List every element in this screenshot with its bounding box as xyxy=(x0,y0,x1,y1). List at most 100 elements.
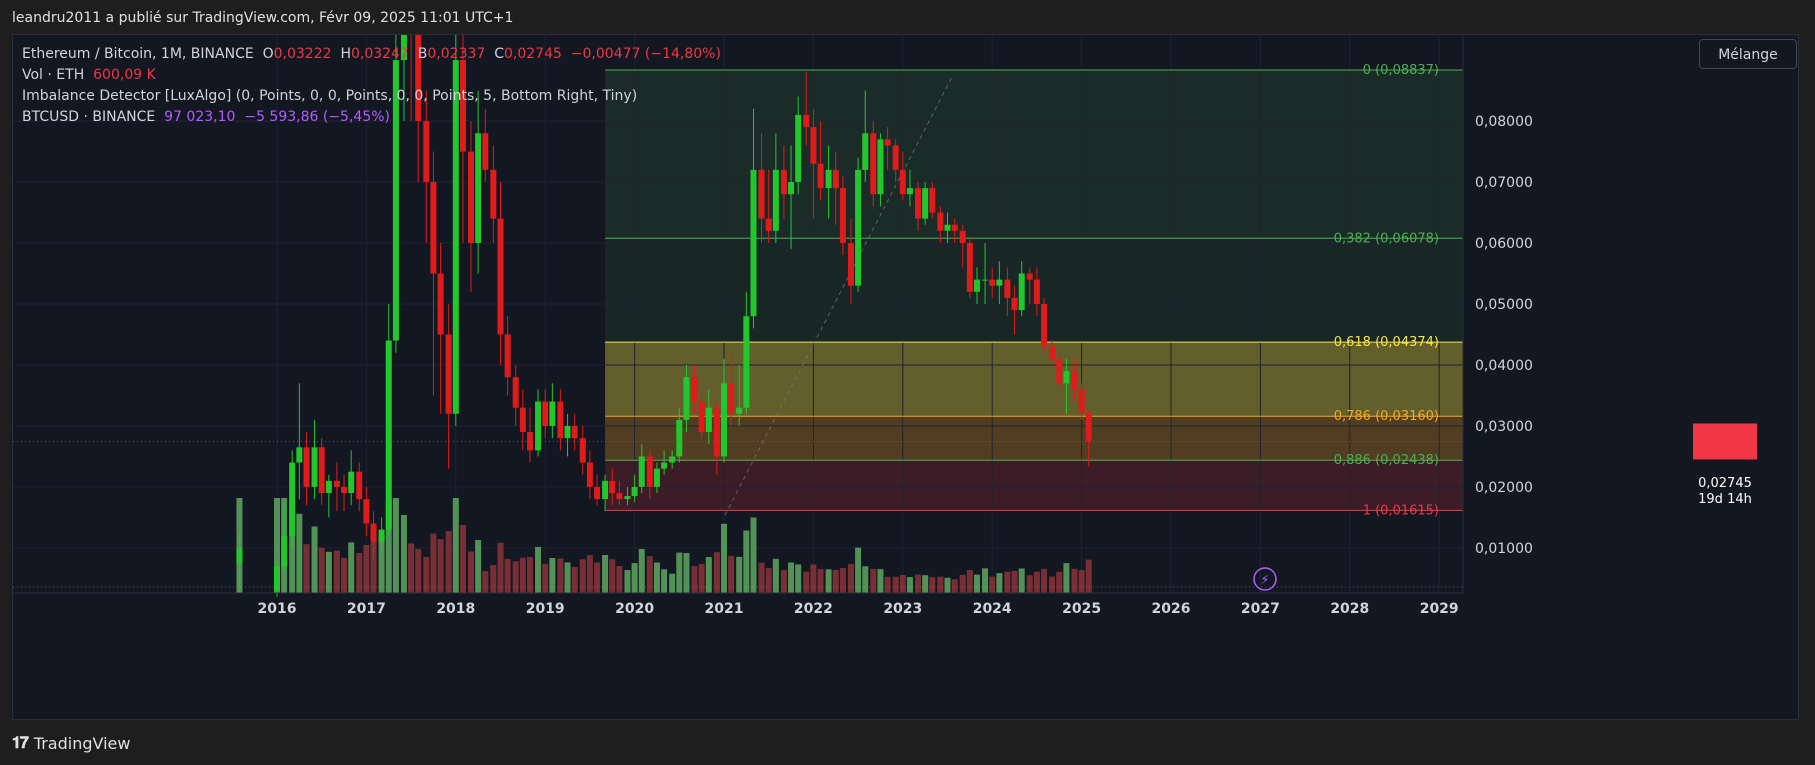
legend-compare-row[interactable]: BTCUSD · BINANCE 97 023,10 −5 593,86 (−5… xyxy=(22,107,721,128)
high-key: H xyxy=(340,46,351,62)
x-tick-label-8: 2024 xyxy=(973,601,1012,617)
candle-body-53 xyxy=(661,462,668,469)
mix-button[interactable]: Mélange xyxy=(1699,39,1797,69)
candle-21 xyxy=(423,90,430,244)
candle-32 xyxy=(504,316,511,396)
compare-change: −5 593,86 (−5,45%) xyxy=(244,109,390,125)
candle-body-35 xyxy=(527,432,534,451)
symbol-name[interactable]: Ethereum / Bitcoin, 1M, BINANCE xyxy=(22,46,254,62)
volume-value: 600,09 K xyxy=(93,67,156,83)
candle-13 xyxy=(363,486,370,536)
candle-90 xyxy=(937,206,944,244)
volume-bar-31 xyxy=(497,542,504,593)
volume-bar-34 xyxy=(519,557,526,593)
volume-bar-69 xyxy=(780,570,787,593)
candle-69 xyxy=(780,145,787,219)
volume-bar-20 xyxy=(415,549,422,593)
y-axis: 0,01000 0,02000 0,03000 0,04000 0,05000 0,060… xyxy=(1462,35,1533,593)
volume-bar-1 xyxy=(274,498,280,593)
volume-bar-12 xyxy=(356,553,363,593)
candle-35 xyxy=(527,407,534,463)
volume-bar-71 xyxy=(795,564,802,593)
candle-body-22 xyxy=(430,182,437,274)
legend-ohlc-row[interactable]: Ethereum / Bitcoin, 1M, BINANCE O0,03222… xyxy=(22,44,721,65)
publish-line: leandru2011 a publié sur TradingView.com… xyxy=(12,10,514,26)
volume-bar-59 xyxy=(705,557,712,593)
x-tick-label-2: 2018 xyxy=(436,601,475,617)
volume-bar-91 xyxy=(944,577,951,593)
publish-header: leandru2011 a publié sur TradingView.com… xyxy=(12,10,513,26)
candle-body-38 xyxy=(549,401,556,426)
candle-106 xyxy=(1056,352,1063,390)
candle-74 xyxy=(817,121,824,201)
chart-frame[interactable]: 0,01000 0,02000 0,03000 0,04000 0,05000 0,060… xyxy=(12,34,1799,720)
candle-body-97 xyxy=(989,279,996,286)
candles-layer xyxy=(236,35,1092,597)
volume-bar-95 xyxy=(974,574,981,593)
candle-body-92 xyxy=(951,224,958,231)
volume-bar-21 xyxy=(423,556,430,593)
volume-bar-109 xyxy=(1078,570,1085,593)
candle-body-63 xyxy=(736,407,743,414)
price-tag-price: 0,02745 xyxy=(1698,476,1752,491)
volume-bar-56 xyxy=(683,553,690,593)
price-chart[interactable]: 0,01000 0,02000 0,03000 0,04000 0,05000 0,060… xyxy=(13,35,1799,720)
volume-bar-48 xyxy=(624,570,631,593)
candle-body-37 xyxy=(542,401,549,426)
candle-96 xyxy=(982,243,989,304)
price-tag: 0,02745 19d 14h xyxy=(1693,423,1757,507)
volume-bar-99 xyxy=(1004,571,1011,593)
candle-46 xyxy=(609,468,616,506)
volume-bar-82 xyxy=(877,569,884,593)
volume-bar-33 xyxy=(512,561,519,593)
volume-bar-43 xyxy=(586,555,593,593)
candle-77 xyxy=(839,175,846,256)
candle-39 xyxy=(557,389,564,451)
legend-volume-row[interactable]: Vol · ETH 600,09 K xyxy=(22,65,721,86)
candle-72 xyxy=(803,72,810,146)
volume-bar-84 xyxy=(892,576,899,593)
volume-bar-5 xyxy=(303,544,310,593)
brand-name: TradingView xyxy=(33,733,131,753)
candle-103 xyxy=(1033,267,1040,317)
candle-body-48 xyxy=(624,496,631,500)
indicator-label[interactable]: Imbalance Detector [LuxAlgo] (0, Points,… xyxy=(22,88,638,104)
volume-bar-88 xyxy=(922,575,929,593)
volume-bar-54 xyxy=(669,573,676,593)
volume-bar-98 xyxy=(996,573,1003,593)
candle-body-27 xyxy=(467,151,474,244)
candle-22 xyxy=(430,151,437,396)
volume-bar-11 xyxy=(348,542,355,593)
x-tick-label-5: 2021 xyxy=(705,601,744,617)
volume-bar-81 xyxy=(870,568,877,593)
candle-body-2 xyxy=(281,535,288,567)
candle-14 xyxy=(370,511,377,561)
volume-bar-39 xyxy=(557,558,564,593)
close-value: 0,02745 xyxy=(503,46,562,62)
candle-25 xyxy=(452,35,459,426)
current-price-layer xyxy=(13,441,1463,588)
candle-19 xyxy=(410,35,412,122)
candle-body-50 xyxy=(638,456,645,487)
fib-label-1: 0,382 (0,06078) xyxy=(1334,231,1439,246)
candle-body-60 xyxy=(713,407,720,457)
candle-body-32 xyxy=(504,334,511,378)
y-tick-label-4: 0,05000 xyxy=(1475,297,1533,313)
candle-33 xyxy=(512,364,519,426)
volume-bar-87 xyxy=(914,574,921,593)
volume-bar-107 xyxy=(1063,563,1070,593)
compare-label[interactable]: BTCUSD · BINANCE xyxy=(22,109,156,125)
candle-body-29 xyxy=(482,133,489,170)
volume-bar-41 xyxy=(571,567,578,593)
candle-body-16 xyxy=(385,340,392,530)
legend-indicator-row[interactable]: Imbalance Detector [LuxAlgo] (0, Points,… xyxy=(22,86,721,107)
candle-99 xyxy=(1004,267,1011,317)
candle-44 xyxy=(594,474,601,506)
volume-label[interactable]: Vol · ETH xyxy=(22,67,85,83)
volume-bar-27 xyxy=(467,551,474,593)
candle-body-84 xyxy=(892,145,899,170)
chart-legend: Ethereum / Bitcoin, 1M, BINANCE O0,03222… xyxy=(22,44,721,128)
alert-icon[interactable]: ⚡ xyxy=(1253,567,1277,591)
candle-12 xyxy=(356,462,363,512)
volume-bar-89 xyxy=(929,577,936,593)
